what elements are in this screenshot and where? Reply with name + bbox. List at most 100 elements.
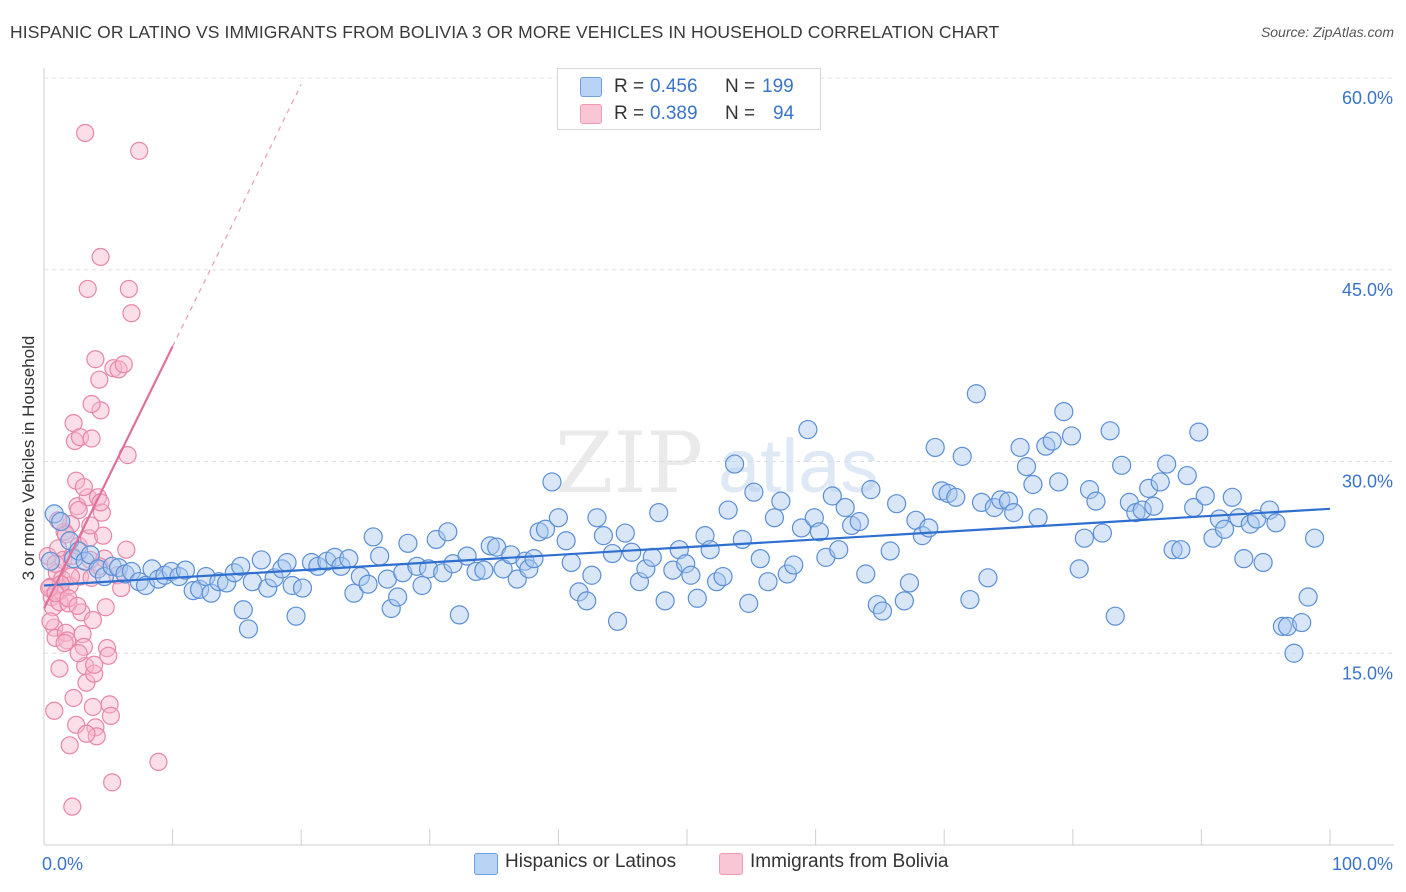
bolivia-point	[41, 612, 60, 631]
hispanic-point	[1112, 455, 1132, 475]
bolivia-point	[85, 655, 104, 674]
hispanic-point	[1092, 523, 1112, 543]
hispanic-point	[615, 523, 635, 543]
hispanic-point	[1054, 402, 1074, 422]
hispanic-point	[238, 619, 259, 639]
hispanic-point	[676, 554, 696, 574]
hispanic-point	[1023, 474, 1043, 495]
hispanic-point	[339, 549, 359, 569]
hispanic-point	[308, 556, 328, 576]
hispanic-point	[258, 578, 278, 598]
bolivia-point	[74, 477, 93, 497]
bolivia-point	[112, 578, 131, 598]
bolivia-point	[67, 715, 86, 734]
hispanic-point	[960, 589, 980, 610]
hispanic-point	[286, 606, 306, 626]
y-tick-labels: 15.0% 30.0% 45.0% 60.0%	[1342, 88, 1393, 683]
bolivia-point	[58, 631, 77, 650]
hispanic-point	[438, 522, 458, 542]
hispanic-point	[1222, 487, 1242, 507]
hispanic-point	[1069, 559, 1089, 579]
hispanic-point	[744, 482, 764, 502]
hispanic-point	[835, 497, 855, 518]
series-swatch-pink	[719, 853, 743, 875]
hispanic-point	[474, 560, 494, 580]
hispanic-point	[1100, 421, 1120, 441]
hispanic-point	[587, 508, 607, 528]
hispanic-point	[556, 531, 576, 551]
hispanic-point	[649, 503, 669, 523]
hispanic-point	[1277, 616, 1298, 637]
hispanic-point	[798, 419, 818, 440]
y-tick-label: 15.0%	[1342, 663, 1393, 683]
hispanic-point	[655, 591, 675, 611]
hispanic-point	[542, 472, 562, 492]
hispanic-point	[1079, 480, 1100, 500]
x-tick-labels: 0.0% 100.0%	[42, 854, 1393, 874]
hispanic-point	[535, 519, 556, 539]
hispanic-point	[1139, 478, 1159, 498]
hispanic-point	[971, 492, 992, 513]
bolivia-trend-extension	[172, 84, 302, 347]
hispanic-point	[809, 522, 830, 542]
hispanic-point	[984, 497, 1004, 518]
hispanic-point	[966, 384, 986, 404]
legend-r-value: 0.389	[650, 103, 698, 124]
hispanic-point	[1214, 519, 1235, 539]
hispanic-point	[51, 511, 71, 532]
series-legend-label: Hispanics or Latinos	[505, 851, 677, 872]
hispanic-point	[856, 564, 876, 584]
hispanic-point	[1189, 422, 1209, 442]
hispanic-point	[88, 559, 108, 579]
hispanic-point	[398, 533, 418, 553]
hispanic-point	[791, 518, 812, 538]
legend-r-value: 0.456	[650, 76, 698, 97]
bolivia-point	[61, 567, 81, 586]
hispanic-point	[713, 566, 733, 587]
legend-n-value: 94	[773, 103, 795, 124]
bolivia-point	[86, 350, 105, 369]
bolivia-point	[69, 644, 88, 663]
chart-title: HISPANIC OR LATINO VS IMMIGRANTS FROM BO…	[10, 22, 1000, 42]
legend-n-value: 199	[762, 76, 794, 97]
hispanic-point	[561, 552, 581, 573]
watermark-zip: ZIP	[555, 414, 703, 512]
hispanic-point	[732, 529, 752, 550]
hispanic-point	[1177, 465, 1197, 486]
hispanic-point	[201, 583, 221, 603]
bolivia-point	[70, 428, 90, 447]
hispanic-point	[771, 491, 791, 511]
hispanic-point	[358, 574, 378, 594]
series-legend: Hispanics or Latinos Immigrants from Bol…	[0, 851, 1406, 877]
bolivia-point	[99, 646, 118, 665]
hispanic-point	[1304, 528, 1325, 548]
bolivia-point	[114, 355, 133, 374]
hispanic-point	[880, 541, 900, 561]
bolivia-point	[101, 706, 120, 725]
hispanic-point	[407, 556, 427, 576]
hispanic-point	[1061, 426, 1082, 446]
x-tick-label: 0.0%	[42, 854, 83, 874]
hispanic-point	[233, 600, 253, 620]
hispanic-point	[700, 540, 720, 560]
hispanic-point	[849, 511, 869, 532]
hispanic-point	[582, 565, 602, 585]
hispanic-point	[758, 572, 778, 592]
hispanic-point	[764, 508, 785, 528]
hispanic-point	[998, 491, 1019, 511]
y-tick-label: 60.0%	[1342, 88, 1393, 108]
hispanic-point	[919, 518, 939, 538]
hispanic-point	[412, 575, 432, 596]
hispanic-point	[1298, 587, 1318, 607]
hispanic-point	[1240, 514, 1260, 534]
hispanic-point	[1016, 457, 1037, 477]
hispanic-point	[277, 552, 297, 573]
bolivia-point	[77, 724, 96, 743]
hispanic-point	[1234, 549, 1254, 569]
bolivia-point	[55, 633, 74, 653]
hispanic-point	[426, 529, 446, 550]
bolivia-point	[50, 659, 69, 678]
hispanic-point	[1042, 431, 1062, 451]
hispanic-point	[1028, 508, 1048, 528]
